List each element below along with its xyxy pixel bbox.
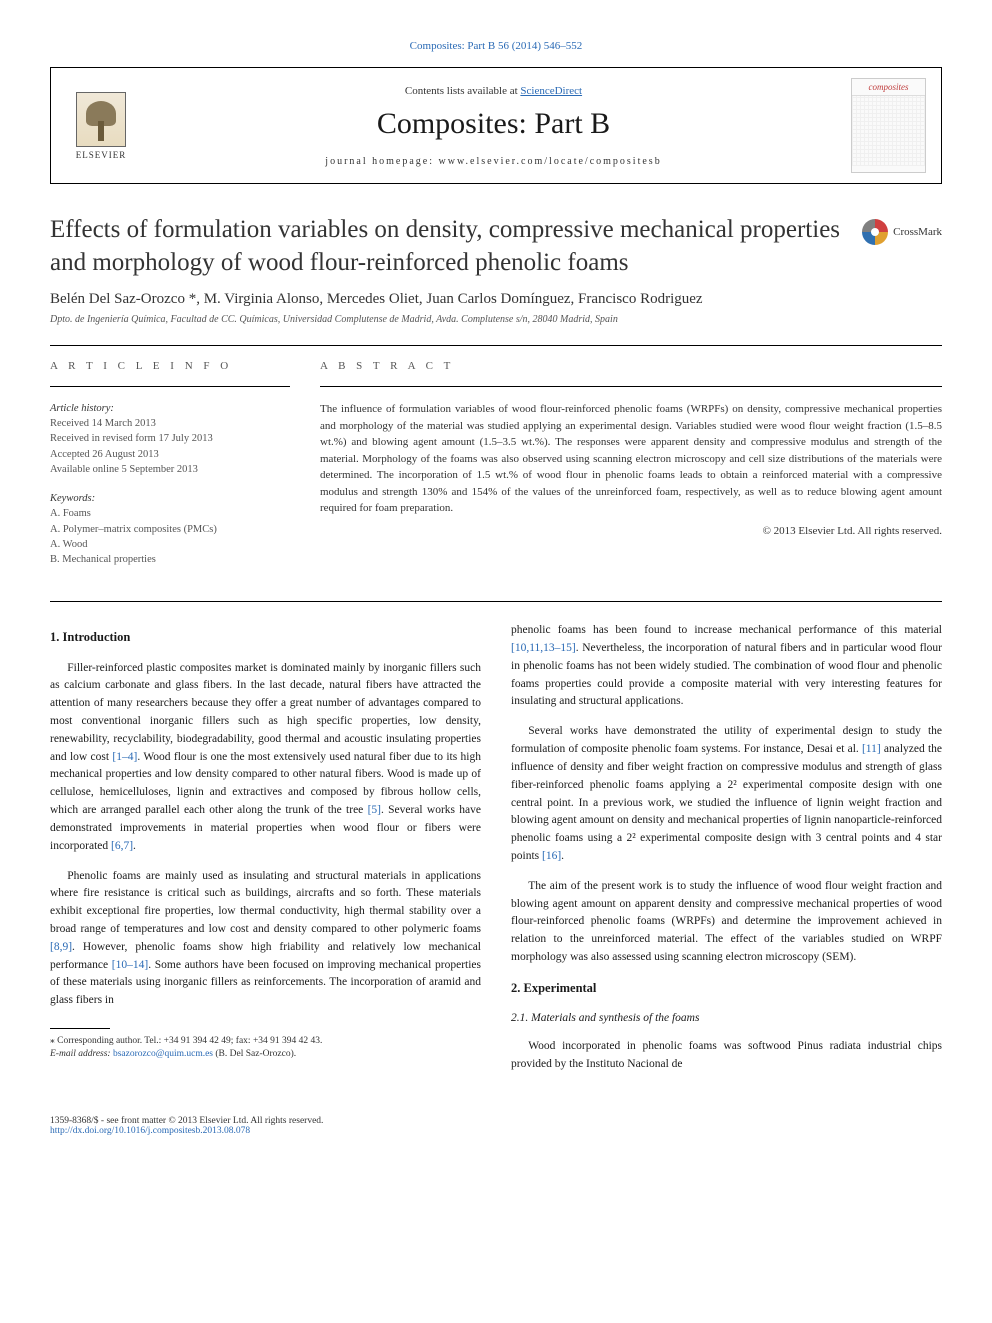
article-history: Article history: Received 14 March 2013 …	[50, 401, 290, 477]
text: Filler-reinforced plastic composites mar…	[50, 662, 481, 763]
page-footer: 1359-8368/$ - see front matter © 2013 El…	[50, 1116, 942, 1136]
cover-thumb-body	[852, 96, 925, 166]
keywords: Keywords: A. Foams A. Polymer–matrix com…	[50, 491, 290, 567]
footnote-text: Corresponding author. Tel.: +34 91 394 4…	[55, 1036, 323, 1046]
copyright: © 2013 Elsevier Ltd. All rights reserved…	[320, 525, 942, 537]
paragraph: Filler-reinforced plastic composites mar…	[50, 660, 481, 856]
experimental-heading: 2. Experimental	[511, 979, 942, 998]
text: .	[133, 840, 136, 852]
elsevier-tree-icon	[76, 92, 126, 147]
received: Received 14 March 2013	[50, 416, 290, 431]
crossmark-label: CrossMark	[893, 226, 942, 238]
elsevier-label: ELSEVIER	[76, 150, 127, 160]
citation-link[interactable]: [1–4]	[112, 751, 137, 763]
authors-text: Belén Del Saz-Orozco *, M. Virginia Alon…	[50, 291, 703, 307]
divider	[50, 386, 290, 387]
citation-link[interactable]: [10,11,13–15]	[511, 642, 576, 654]
abstract-text: The influence of formulation variables o…	[320, 401, 942, 517]
article-info-heading: A R T I C L E I N F O	[50, 360, 290, 372]
abstract-column: A B S T R A C T The influence of formula…	[320, 360, 942, 581]
citation-link[interactable]: [11]	[862, 743, 881, 755]
contents-line: Contents lists available at ScienceDirec…	[136, 85, 851, 97]
corresponding-footnote: ⁎ Corresponding author. Tel.: +34 91 394…	[50, 1035, 481, 1062]
accepted: Accepted 26 August 2013	[50, 447, 290, 462]
materials-heading: 2.1. Materials and synthesis of the foam…	[511, 1010, 942, 1028]
homepage-url[interactable]: www.elsevier.com/locate/compositesb	[439, 156, 662, 167]
contents-prefix: Contents lists available at	[405, 85, 520, 97]
affiliation: Dpto. de Ingeniería Química, Facultad de…	[50, 314, 942, 325]
email-tail: (B. Del Saz-Orozco).	[213, 1049, 296, 1059]
citation-link[interactable]: Composites: Part B 56 (2014) 546–552	[50, 40, 942, 52]
article-title: Effects of formulation variables on dens…	[50, 214, 842, 279]
citation-link[interactable]: [8,9]	[50, 941, 72, 953]
abstract-heading: A B S T R A C T	[320, 360, 942, 372]
cover-thumbnail[interactable]: composites	[851, 78, 926, 173]
body-columns: 1. Introduction Filler-reinforced plasti…	[50, 622, 942, 1085]
paragraph: Several works have demonstrated the util…	[511, 723, 942, 866]
text: . Nevertheless, the incorporation of nat…	[511, 642, 942, 707]
history-label: Article history:	[50, 401, 290, 416]
citation-link[interactable]: [6,7]	[111, 840, 133, 852]
journal-header: ELSEVIER Contents lists available at Sci…	[50, 67, 942, 184]
revised: Received in revised form 17 July 2013	[50, 431, 290, 446]
keyword: A. Wood	[50, 537, 290, 552]
left-column: 1. Introduction Filler-reinforced plasti…	[50, 622, 481, 1085]
keywords-label: Keywords:	[50, 491, 290, 506]
text: .	[561, 850, 564, 862]
right-column: phenolic foams has been found to increas…	[511, 622, 942, 1085]
divider	[50, 345, 942, 346]
online: Available online 5 September 2013	[50, 462, 290, 477]
text: analyzed the influence of density and fi…	[511, 743, 942, 862]
paragraph: Phenolic foams are mainly used as insula…	[50, 868, 481, 1011]
elsevier-logo[interactable]: ELSEVIER	[66, 86, 136, 166]
divider	[320, 386, 942, 387]
header-center: Contents lists available at ScienceDirec…	[136, 85, 851, 167]
citation-link[interactable]: [16]	[542, 850, 561, 862]
keyword: A. Foams	[50, 506, 290, 521]
journal-title: Composites: Part B	[136, 107, 851, 141]
text: Phenolic foams are mainly used as insula…	[50, 870, 481, 935]
issn-line: 1359-8368/$ - see front matter © 2013 El…	[50, 1116, 942, 1126]
paragraph: Wood incorporated in phenolic foams was …	[511, 1038, 942, 1074]
paragraph: phenolic foams has been found to increas…	[511, 622, 942, 711]
citation-link[interactable]: [10–14]	[112, 959, 148, 971]
sciencedirect-link[interactable]: ScienceDirect	[520, 85, 582, 97]
text: phenolic foams has been found to increas…	[511, 624, 942, 636]
crossmark-badge[interactable]: CrossMark	[862, 219, 942, 245]
homepage-prefix: journal homepage:	[325, 156, 438, 167]
email-link[interactable]: bsazorozco@quim.ucm.es	[113, 1049, 213, 1059]
crossmark-icon	[862, 219, 888, 245]
citation-link[interactable]: [5]	[368, 804, 381, 816]
email-label: E-mail address:	[50, 1049, 113, 1059]
keyword: B. Mechanical properties	[50, 552, 290, 567]
article-info-column: A R T I C L E I N F O Article history: R…	[50, 360, 290, 581]
intro-heading: 1. Introduction	[50, 628, 481, 647]
cover-thumb-title: composites	[852, 79, 925, 96]
homepage-line: journal homepage: www.elsevier.com/locat…	[136, 156, 851, 167]
authors: Belén Del Saz-Orozco *, M. Virginia Alon…	[50, 291, 942, 308]
doi-link[interactable]: http://dx.doi.org/10.1016/j.compositesb.…	[50, 1126, 250, 1136]
divider	[50, 601, 942, 602]
paragraph: The aim of the present work is to study …	[511, 878, 942, 967]
keyword: A. Polymer–matrix composites (PMCs)	[50, 522, 290, 537]
footnote-separator	[50, 1028, 110, 1029]
